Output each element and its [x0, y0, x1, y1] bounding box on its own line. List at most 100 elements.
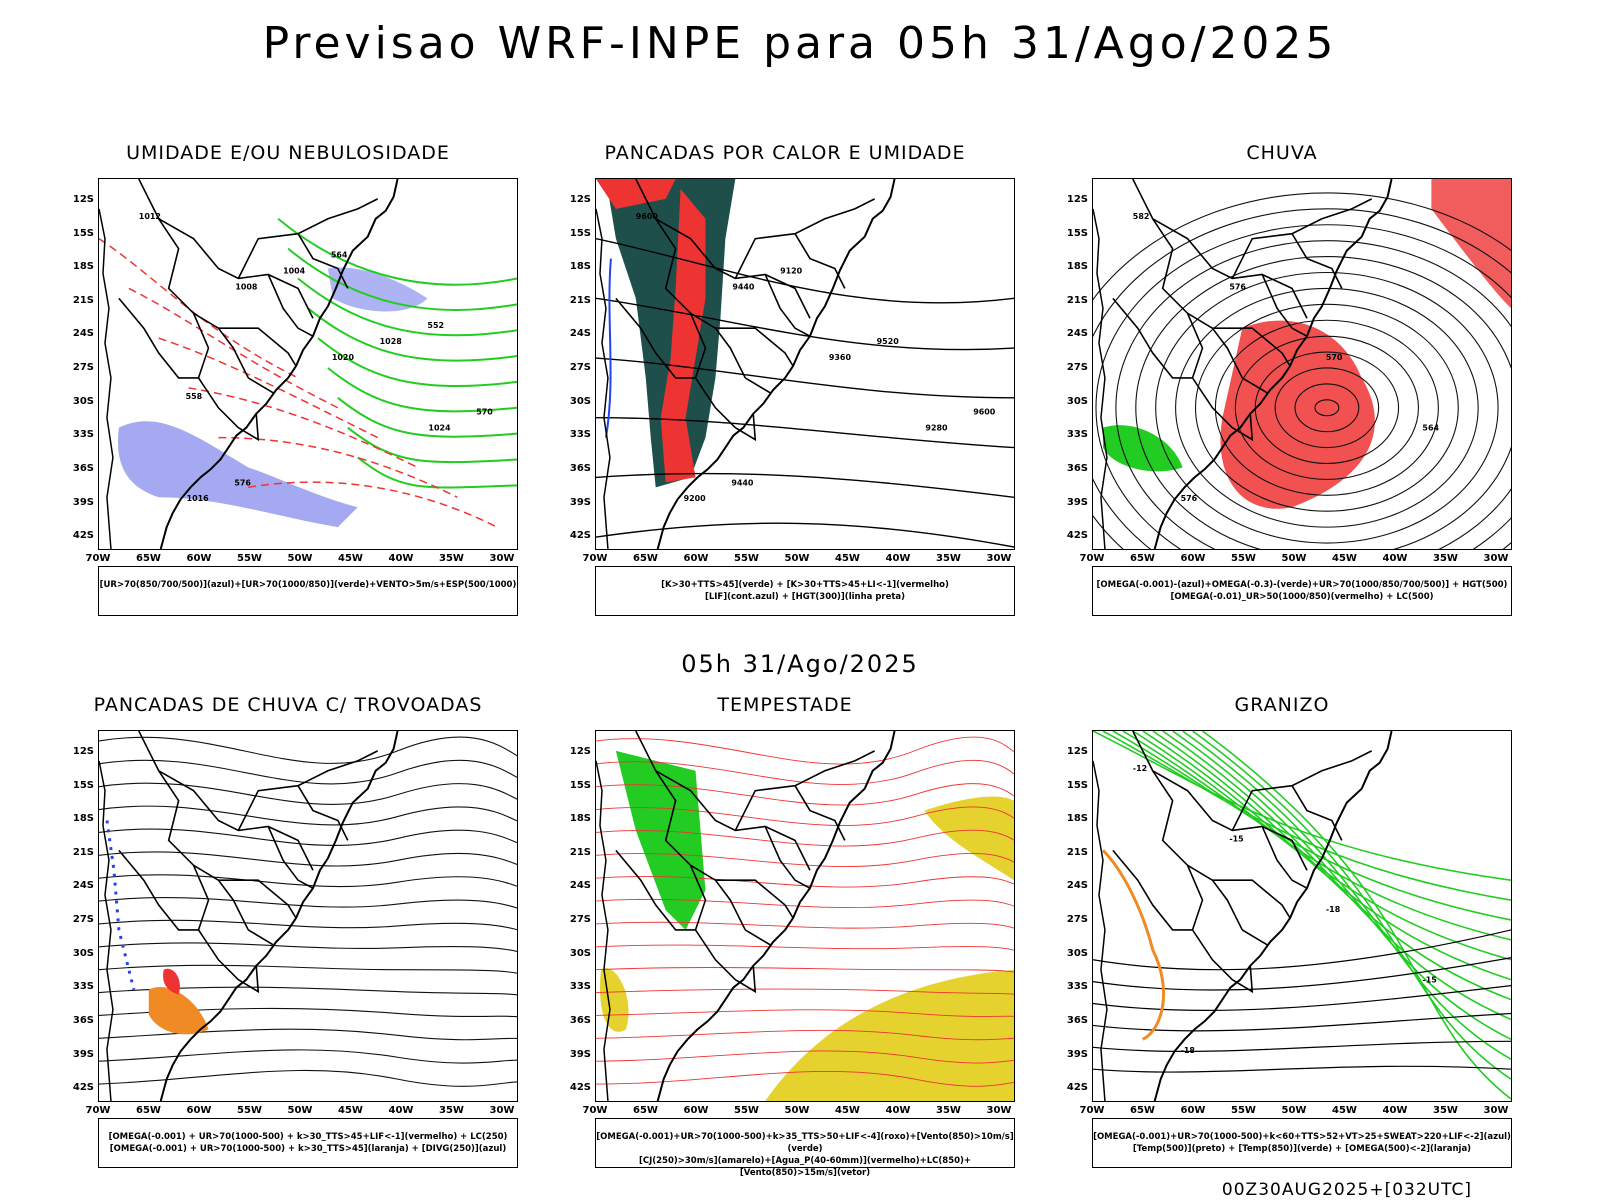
- map-frame: -12 -15 -18 -15 -18: [1092, 730, 1512, 1102]
- lat-tick-label: 12S: [569, 746, 591, 757]
- lat-tick-label: 36S: [1066, 1014, 1088, 1026]
- country-border: [1132, 731, 1308, 871]
- map-canvas: 1012 1008 1020 1024 1016 1004 1028 570 576 564 552…: [99, 179, 517, 549]
- lon-tick-label: 45W: [338, 553, 363, 564]
- streamline: [1093, 192, 1511, 549]
- lon-tick-label: 65W: [1130, 1105, 1155, 1116]
- map-frame: 9600 9440 9360 9280 9200 9120 9520 9600 9440: [595, 178, 1015, 550]
- lat-tick-label: 21S: [569, 846, 591, 858]
- legend-box: [OMEGA(-0.001) + UR>70(1000-500) + k>30_…: [98, 1118, 518, 1168]
- lat-tick-label: 21S: [72, 846, 94, 858]
- contour-label: 570: [1326, 353, 1343, 362]
- lon-tick-label: 45W: [835, 1105, 860, 1116]
- coastline-west: [1093, 208, 1108, 549]
- panel-title: PANCADAS DE CHUVA C/ TROVOADAS: [93, 694, 483, 716]
- lon-tick-label: 45W: [835, 553, 860, 564]
- lon-tick-label: 55W: [237, 553, 262, 564]
- lat-tick-label: 21S: [1066, 294, 1088, 306]
- lat-tick-label: 42S: [72, 530, 94, 542]
- lon-tick-label: 70W: [1079, 1105, 1105, 1116]
- map-features: 9600 9440 9360 9280 9200 9120 9520 9600 9440: [596, 179, 1014, 549]
- lon-tick-label: 50W: [784, 1105, 810, 1116]
- lat-tick-label: 30S: [72, 395, 94, 407]
- lat-tick-label: 15S: [1066, 227, 1088, 239]
- page-title: Previsao WRF-INPE para 05h 31/Ago/2025: [262, 18, 1338, 69]
- coastline: [159, 731, 399, 1101]
- streamline: [596, 967, 1014, 973]
- legend-line: [OMEGA(-0.001) + UR>70(1000-500) + k>30_…: [108, 1132, 508, 1142]
- lat-tick-label: 24S: [72, 328, 94, 340]
- green-contour: [287, 247, 517, 311]
- red-thickness-line: [248, 481, 498, 528]
- streamline: [596, 921, 1014, 929]
- lon-tick-label: 50W: [784, 553, 810, 564]
- legend-box: [OMEGA(-0.001)-(azul)+OMEGA(-0.3)-(verde…: [1092, 566, 1512, 616]
- country-border: [615, 297, 696, 379]
- streamline: [596, 760, 1014, 785]
- panel-granizo: GRANIZO -12 -15 -18 -15 -18 12S 15S 18S 21S 24S 27S…: [1052, 694, 1512, 1200]
- legend-line: [OMEGA(-0.01)_UR>50(1000/850)(vermelho) …: [1170, 592, 1434, 602]
- storm-red: [163, 968, 180, 995]
- contour-label: 9120: [780, 266, 803, 275]
- contour-label: 9280: [925, 424, 948, 433]
- contour-label: 9520: [877, 337, 900, 346]
- panel-chuva: CHUVA 582 576 570 564 576 12S 15S 18S 21S 24S 27S 30…: [1052, 142, 1512, 648]
- lat-tick-label: 39S: [72, 496, 94, 508]
- lat-tick-label: 30S: [569, 395, 591, 407]
- streamline: [1093, 208, 1511, 549]
- temp850-contour: [1192, 731, 1511, 1080]
- coastline: [1153, 731, 1393, 1101]
- lat-tick-label: 30S: [1066, 947, 1088, 959]
- red-thickness-line: [128, 287, 339, 409]
- panel-title: PANCADAS POR CALOR E UMIDADE: [604, 142, 966, 164]
- green-contour: [357, 456, 517, 489]
- humidity-shading: [327, 267, 428, 312]
- lat-tick-label: 36S: [569, 1014, 591, 1026]
- country-border: [1212, 327, 1291, 367]
- country-border: [794, 233, 846, 289]
- temp850-contour: [1202, 731, 1511, 1100]
- contour-label: 1016: [187, 494, 210, 503]
- lat-tick-label: 21S: [72, 294, 94, 306]
- country-border: [158, 218, 249, 379]
- panel-tempestade: TEMPESTADE 12S 15S 18S 21S 24S 27S 30S 33S 36S 39S…: [555, 694, 1015, 1200]
- temp850-contour: [1152, 731, 1511, 1001]
- country-border: [158, 770, 249, 931]
- lat-tick-label: 42S: [72, 1082, 94, 1094]
- panel-title: CHUVA: [1246, 142, 1318, 164]
- panel-title: UMIDADE E/OU NEBULOSIDADE: [126, 142, 450, 164]
- red-thickness-line: [99, 238, 299, 379]
- streamline: [99, 919, 517, 931]
- country-border: [1112, 849, 1193, 931]
- temp850-contour: [1162, 731, 1511, 1021]
- red-thickness-line: [218, 436, 458, 498]
- country-border: [118, 297, 199, 379]
- lat-tick-label: 15S: [72, 779, 94, 791]
- country-border: [1186, 864, 1233, 981]
- lon-tick-label: 45W: [1332, 553, 1357, 564]
- country-border: [744, 929, 771, 946]
- lat-tick-label: 33S: [569, 429, 591, 441]
- contour-label: 9200: [684, 494, 707, 503]
- streamline: [99, 759, 517, 785]
- legend-line: [CJ(250)>30m/s](amarelo)+[Agua_P(40-60mm…: [638, 1156, 972, 1178]
- country-border: [1152, 770, 1243, 931]
- streamline: [596, 1029, 1014, 1041]
- streamline: [1194, 303, 1459, 512]
- lon-tick-label: 70W: [582, 553, 608, 564]
- lon-tick-label: 35W: [1433, 1105, 1458, 1116]
- temp500-contour: [1093, 1012, 1511, 1032]
- red-thickness-line: [158, 337, 379, 439]
- green-contour: [347, 426, 517, 464]
- contour-label: 564: [331, 251, 348, 260]
- country-border: [267, 826, 314, 889]
- country-border: [218, 327, 297, 367]
- streamline: [99, 782, 517, 805]
- country-border: [1241, 929, 1268, 946]
- lon-tick-label: 35W: [439, 1105, 464, 1116]
- contour-label: -15: [1229, 834, 1243, 843]
- lon-tick-label: 55W: [734, 1105, 759, 1116]
- lat-tick-label: 42S: [1066, 530, 1088, 542]
- lat-tick-label: 12S: [72, 746, 94, 757]
- lon-tick-label: 70W: [1079, 553, 1105, 564]
